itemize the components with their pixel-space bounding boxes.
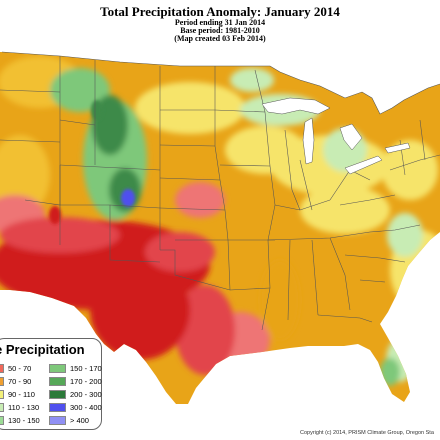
anomaly-region	[91, 100, 103, 120]
anomaly-region	[90, 260, 190, 360]
state-border	[229, 287, 271, 291]
legend-title: e Precipitation	[0, 342, 85, 357]
legend-label: 300 - 400	[70, 402, 102, 412]
state-border	[317, 314, 373, 323]
anomaly-region	[382, 140, 438, 200]
lake-superior	[261, 97, 331, 115]
state-border	[419, 119, 426, 161]
state-border	[311, 239, 319, 316]
legend-label: > 400	[70, 415, 89, 425]
state-border	[214, 109, 266, 113]
anomaly-region	[175, 182, 225, 218]
state-border	[59, 119, 96, 126]
subtitle-created: (Map created 03 Feb 2014)	[174, 34, 266, 44]
anomaly-region	[49, 206, 61, 224]
legend-label: 200 - 300	[70, 389, 102, 399]
anomaly-region	[135, 82, 245, 134]
lake-ontario	[384, 142, 411, 154]
legend-swatch	[0, 376, 4, 386]
legend-swatch	[49, 389, 66, 399]
legend-item: 200 - 300	[49, 389, 102, 399]
state-border	[59, 164, 161, 171]
lake-huron	[339, 123, 363, 151]
legend-swatch	[0, 363, 4, 373]
state-border	[0, 89, 61, 93]
state-border	[214, 66, 231, 291]
copyright-notice: Copyright (c) 2014, PRISM Climate Group,…	[300, 430, 434, 436]
state-border	[369, 224, 421, 233]
anomaly-region	[0, 135, 50, 215]
state-border	[299, 159, 313, 211]
anomaly-region	[121, 189, 135, 207]
anomaly-region	[387, 213, 423, 257]
state-border	[284, 129, 301, 211]
state-boundaries	[0, 51, 440, 331]
legend-swatch	[0, 402, 4, 412]
state-border	[359, 279, 386, 283]
map-title: Total Precipitation Anomaly: January 201…	[100, 4, 340, 19]
state-border	[344, 254, 406, 263]
anomaly-region	[300, 186, 390, 234]
legend-label: 170 - 200	[70, 376, 102, 386]
legend-label: 90 - 110	[8, 389, 35, 399]
legend-label: 130 - 150	[8, 415, 40, 425]
anomaly-region	[380, 358, 400, 386]
anomaly-region	[145, 232, 215, 272]
legend-item: 50 - 70	[0, 363, 31, 373]
subtitle-period: Period ending 31 Jan 2014	[174, 17, 266, 27]
legend-label: 70 - 90	[8, 376, 32, 386]
legend-item: 110 - 130	[0, 402, 39, 412]
legend-item: 170 - 200	[49, 376, 102, 386]
legend-item: 130 - 150	[0, 415, 40, 425]
subtitle-base-period: Base period: 1981-2010	[180, 26, 260, 36]
title-block: Total Precipitation Anomaly: January 201…	[0, 5, 440, 44]
national-border	[1, 51, 440, 115]
lake-erie	[344, 155, 383, 175]
legend-item: > 400	[49, 415, 89, 425]
lake-michigan	[302, 117, 315, 165]
state-border	[339, 194, 396, 206]
legend-label: 50 - 70	[8, 363, 32, 373]
legend-item: 150 - 170	[49, 363, 102, 373]
legend-swatch	[49, 415, 66, 425]
state-border	[389, 154, 440, 171]
legend-label: 110 - 130	[8, 402, 40, 412]
state-border	[160, 249, 231, 291]
anomaly-region	[260, 260, 300, 340]
legend-swatch	[0, 415, 4, 425]
legend-label: 150 - 170	[70, 363, 102, 373]
legend-item: 90 - 110	[0, 389, 35, 399]
great-lakes	[261, 97, 411, 175]
state-border	[329, 237, 351, 311]
legend-swatch	[0, 389, 4, 399]
legend-item: 70 - 90	[0, 376, 31, 386]
state-border	[159, 144, 216, 147]
state-border	[287, 239, 291, 321]
state-border	[159, 177, 221, 181]
state-border	[0, 139, 61, 143]
legend-swatch	[49, 376, 66, 386]
state-border	[159, 207, 226, 211]
anomaly-region	[230, 68, 274, 92]
state-border	[219, 164, 271, 167]
legend: e Precipitation 50 - 70 70 - 90 90 - 110 11…	[0, 338, 102, 430]
legend-swatch	[49, 363, 66, 373]
anomaly-region	[175, 285, 235, 375]
legend-item: 300 - 400	[49, 402, 102, 412]
state-border	[109, 259, 161, 263]
legend-swatch	[49, 402, 66, 412]
